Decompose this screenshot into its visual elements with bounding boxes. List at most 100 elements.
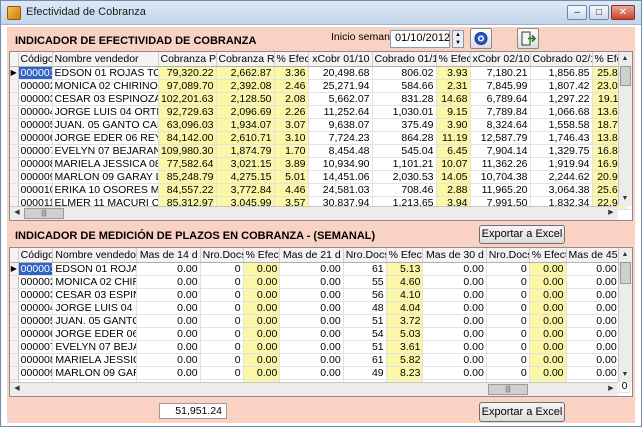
table-cell[interactable]: 0.00 [422,340,487,354]
row-indicator[interactable] [10,92,19,106]
table-cell[interactable]: 1,874.79 [216,144,275,158]
table-cell[interactable]: 14.68 [436,92,471,106]
row-indicator[interactable] [10,366,19,380]
table-cell[interactable]: 0.00 [529,327,567,341]
table-cell[interactable]: 000003 [18,92,53,106]
table-cell[interactable]: 5,662.07 [308,92,373,106]
table-cell[interactable]: 4.10 [386,288,424,302]
table-cell[interactable]: 3.36 [274,66,309,80]
column-header[interactable]: Mas de 21 d [279,248,344,263]
table-cell[interactable]: 0.00 [243,275,281,289]
table-cell[interactable]: 8,324.64 [470,118,531,132]
effectiveness-row[interactable]: 000010ERIKA 10 OSORES MORALES84,557.223,… [10,183,632,197]
table-cell[interactable]: 0 [200,327,244,341]
effectiveness-vertical-scrollbar[interactable]: ▲ ▼ [618,52,632,206]
table-cell[interactable]: 0.00 [566,275,620,289]
table-cell[interactable]: 0.00 [422,262,487,276]
table-cell[interactable]: 77,582.64 [158,157,217,171]
table-cell[interactable]: 92,729.63 [158,105,217,119]
table-cell[interactable]: 7,724.23 [308,131,373,145]
table-cell[interactable]: 0.00 [136,366,201,380]
table-cell[interactable]: 63,096.03 [158,118,217,132]
table-cell[interactable]: 0.00 [136,353,201,367]
table-cell[interactable]: 6.45 [436,144,471,158]
scroll-up-icon[interactable]: ▲ [621,251,629,258]
table-cell[interactable]: 000001 [18,262,54,276]
table-cell[interactable]: 0 [200,301,244,315]
table-cell[interactable]: 0.00 [243,366,281,380]
table-cell[interactable]: 000010 [18,183,53,197]
table-cell[interactable]: 4,275.15 [216,170,275,184]
table-cell[interactable]: 000007 [18,340,54,354]
table-cell[interactable]: 20,498.68 [308,66,373,80]
table-cell[interactable]: 0.00 [279,262,344,276]
table-cell[interactable]: 13.69 [592,105,627,119]
table-cell[interactable]: JORGE EDER 06 REYES ARTEAGA [52,327,138,341]
row-indicator[interactable] [10,118,19,132]
table-cell[interactable]: 109,980.30 [158,144,217,158]
table-cell[interactable]: 0.00 [279,301,344,315]
table-cell[interactable]: 0 [486,340,530,354]
table-cell[interactable]: 1,066.68 [530,105,593,119]
table-cell[interactable]: 11,965.20 [470,183,531,197]
column-header[interactable]: Mas de 45 d [566,248,620,263]
table-cell[interactable]: 0.00 [136,288,201,302]
table-cell[interactable]: 0.00 [279,288,344,302]
table-cell[interactable]: 5.82 [386,353,424,367]
table-cell[interactable]: 24,581.03 [308,183,373,197]
table-cell[interactable]: 49 [343,366,387,380]
table-cell[interactable]: 000009 [18,366,54,380]
table-cell[interactable]: 84,557.22 [158,183,217,197]
table-cell[interactable]: 3,772.84 [216,183,275,197]
table-cell[interactable]: 0.00 [529,353,567,367]
table-cell[interactable]: 1,807.42 [530,79,593,93]
table-cell[interactable]: CESAR 03 ESPINOZA ESPINOZA [52,92,159,106]
table-cell[interactable]: 0.00 [422,327,487,341]
table-cell[interactable]: 2,610.71 [216,131,275,145]
column-header[interactable]: % Efect [274,52,309,67]
terms-horizontal-scrollbar[interactable]: ◀ ||| ▶ [10,382,618,396]
table-cell[interactable]: 3.10 [274,131,309,145]
table-cell[interactable]: 7,180.21 [470,66,531,80]
table-cell[interactable]: 0.00 [243,288,281,302]
table-cell[interactable]: 4.04 [386,301,424,315]
table-cell[interactable]: 3.93 [436,66,471,80]
table-cell[interactable]: 55 [343,275,387,289]
table-cell[interactable]: 0 [486,288,530,302]
table-cell[interactable]: 000008 [18,353,54,367]
table-cell[interactable]: 11,252.64 [308,105,373,119]
table-cell[interactable]: 2,662.87 [216,66,275,80]
table-cell[interactable]: 51 [343,314,387,328]
row-indicator[interactable] [10,105,19,119]
spin-down-icon[interactable]: ▼ [455,40,461,46]
table-cell[interactable]: 0.00 [566,340,620,354]
table-cell[interactable]: 0 [200,366,244,380]
column-header[interactable]: Cobranza Prog [158,52,217,67]
table-cell[interactable]: 000004 [18,105,53,119]
row-indicator[interactable] [10,327,19,341]
table-cell[interactable]: 0 [200,288,244,302]
table-cell[interactable]: 0 [200,262,244,276]
horizontal-scroll-thumb[interactable]: ||| [488,384,528,395]
column-header[interactable]: Cobranza Real [216,52,275,67]
table-cell[interactable]: 0.00 [136,275,201,289]
table-cell[interactable]: 9,638.07 [308,118,373,132]
table-cell[interactable]: 4.46 [274,183,309,197]
scroll-right-icon[interactable]: ▶ [608,209,614,216]
column-header[interactable]: Código [18,248,54,263]
table-cell[interactable]: JUAN. 05 GANTO CARLOS [52,118,159,132]
column-header[interactable]: Mas de 14 d [136,248,201,263]
table-cell[interactable]: 20.97 [592,170,627,184]
table-cell[interactable]: 1,297.22 [530,92,593,106]
table-cell[interactable]: 79,320.22 [158,66,217,80]
table-cell[interactable]: MARIELA JESSICA 08 CACHAY [52,353,138,367]
table-cell[interactable]: 0.00 [136,262,201,276]
table-cell[interactable]: 0.00 [136,340,201,354]
table-cell[interactable]: 56 [343,288,387,302]
table-cell[interactable]: 3.61 [386,340,424,354]
table-cell[interactable]: EVELYN 07 BEJARANO LEYVA [52,340,138,354]
table-cell[interactable]: 000005 [18,314,54,328]
